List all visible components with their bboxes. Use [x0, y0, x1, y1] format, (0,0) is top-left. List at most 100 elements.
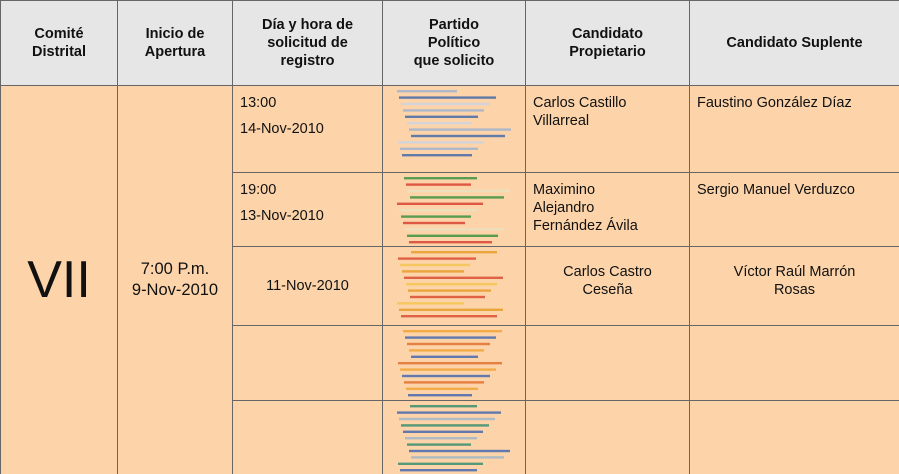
header-cell: Comité Distrital	[0, 0, 118, 86]
logo-stripe	[405, 115, 478, 118]
logo-stripe	[402, 270, 464, 273]
logo-stripe	[403, 330, 502, 333]
logo-stripe	[404, 381, 484, 384]
opening-cell: 7:00 P.m. 9-Nov-2010	[117, 85, 233, 474]
opening-text: 9-Nov-2010	[131, 281, 219, 299]
header-text: registro	[280, 53, 335, 69]
logo-stripe	[410, 295, 485, 299]
substitute-name: Sergio Manuel Verduzco	[697, 182, 855, 198]
logo-stripe	[399, 209, 477, 212]
logo-stripe	[404, 177, 477, 180]
logo-stripe	[406, 387, 478, 390]
date-cell: 19:00 13-Nov-2010	[232, 172, 383, 247]
logo-stripe	[397, 90, 457, 93]
owner-name: Maximino	[533, 182, 596, 198]
owner-cell: Carlos Castillo Villarreal	[525, 85, 690, 173]
logo-stripe	[410, 405, 477, 408]
header-text: Inicio de	[145, 26, 205, 42]
logo-stripe	[399, 96, 496, 99]
time: 13:00	[240, 95, 277, 111]
header-text: solicitud de	[267, 35, 348, 51]
logo-stripe	[403, 221, 465, 225]
date: 11-Nov-2010	[266, 278, 349, 294]
logo-stripe	[407, 443, 471, 446]
header-text: Propietario	[569, 44, 646, 60]
logo-stripe	[403, 109, 484, 112]
logo-stripe	[405, 228, 504, 231]
header-text: Político	[427, 35, 481, 51]
logo-stripe	[409, 349, 484, 352]
logo-stripe	[405, 437, 477, 440]
logo-stripe	[408, 289, 491, 292]
logo-stripe	[400, 368, 496, 371]
substitute-cell	[689, 400, 899, 474]
logo-stripe	[398, 141, 484, 144]
logo-stripe	[407, 342, 490, 346]
logo-stripe	[400, 147, 478, 150]
logo-stripe	[404, 276, 503, 279]
header-text: Partido	[429, 17, 479, 33]
date-cell	[232, 325, 383, 401]
date-cell	[232, 400, 383, 474]
header-cell: Partido Político que solicito	[382, 0, 526, 86]
header-text: Distrital	[32, 44, 86, 60]
logo-stripe	[409, 449, 510, 453]
owner-name: Villarreal	[533, 113, 590, 129]
logo-stripe	[409, 128, 511, 131]
logo-stripe	[399, 417, 495, 421]
logo-stripe	[401, 315, 497, 318]
substitute-cell: Víctor Raúl Marrón Rosas	[689, 246, 899, 326]
owner-name: Ceseña	[582, 282, 633, 298]
opening-text: 7:00 P.m.	[140, 260, 210, 278]
header-text: Candidato Suplente	[726, 35, 863, 51]
logo-stripe	[401, 424, 489, 427]
logo-stripe	[411, 456, 504, 459]
committee-cell: VII	[0, 85, 118, 474]
logo-stripe	[405, 336, 496, 339]
owner-name: Alejandro	[533, 200, 595, 216]
owner-cell: Carlos Castro Ceseña	[525, 246, 690, 326]
logo-stripe	[411, 251, 497, 254]
owner-cell	[525, 400, 690, 474]
logo-stripe	[401, 102, 490, 106]
header-text: Apertura	[144, 44, 206, 60]
substitute-name: Víctor Raúl Marrón	[733, 264, 856, 280]
logo-stripe	[408, 394, 472, 397]
substitute-cell: Faustino González Díaz	[689, 85, 899, 173]
logo-stripe	[403, 430, 483, 433]
logo-stripe	[401, 215, 471, 218]
substitute-name: Faustino González Díaz	[697, 95, 852, 111]
logo-stripe	[402, 374, 490, 378]
logo-stripe	[408, 189, 510, 193]
header-cell: Candidato Suplente	[689, 0, 899, 86]
substitute-cell	[689, 325, 899, 401]
owner-name: Fernández Ávila	[533, 218, 638, 234]
date: 13-Nov-2010	[240, 208, 324, 224]
substitute-name: Rosas	[773, 282, 816, 298]
logo-stripe	[398, 362, 502, 365]
logo-stripe	[407, 234, 498, 237]
committee: VII	[27, 251, 91, 309]
owner-cell	[525, 325, 690, 401]
header-cell: Día y hora de solicitud de registro	[232, 0, 383, 86]
logo-stripe	[400, 469, 477, 472]
logo-stripe	[402, 154, 472, 157]
date: 14-Nov-2010	[240, 121, 324, 137]
logo-stripe	[410, 196, 504, 199]
logo-stripe	[397, 202, 483, 205]
header-text: Día y hora de	[261, 17, 354, 33]
owner-name: Carlos Castro	[563, 264, 652, 280]
header-text: Candidato	[572, 26, 643, 42]
time: 19:00	[240, 182, 277, 198]
logo-stripe	[398, 257, 476, 260]
logo-stripe	[411, 355, 478, 358]
logo-stripe	[398, 462, 483, 465]
logo-stripe	[400, 263, 470, 267]
owner-name: Carlos Castillo	[533, 95, 627, 111]
logo-stripe	[409, 241, 492, 244]
logo-stripe	[399, 308, 503, 311]
logo-stripe	[411, 134, 505, 138]
logo-stripe	[397, 302, 464, 305]
logo-stripe	[406, 183, 471, 186]
